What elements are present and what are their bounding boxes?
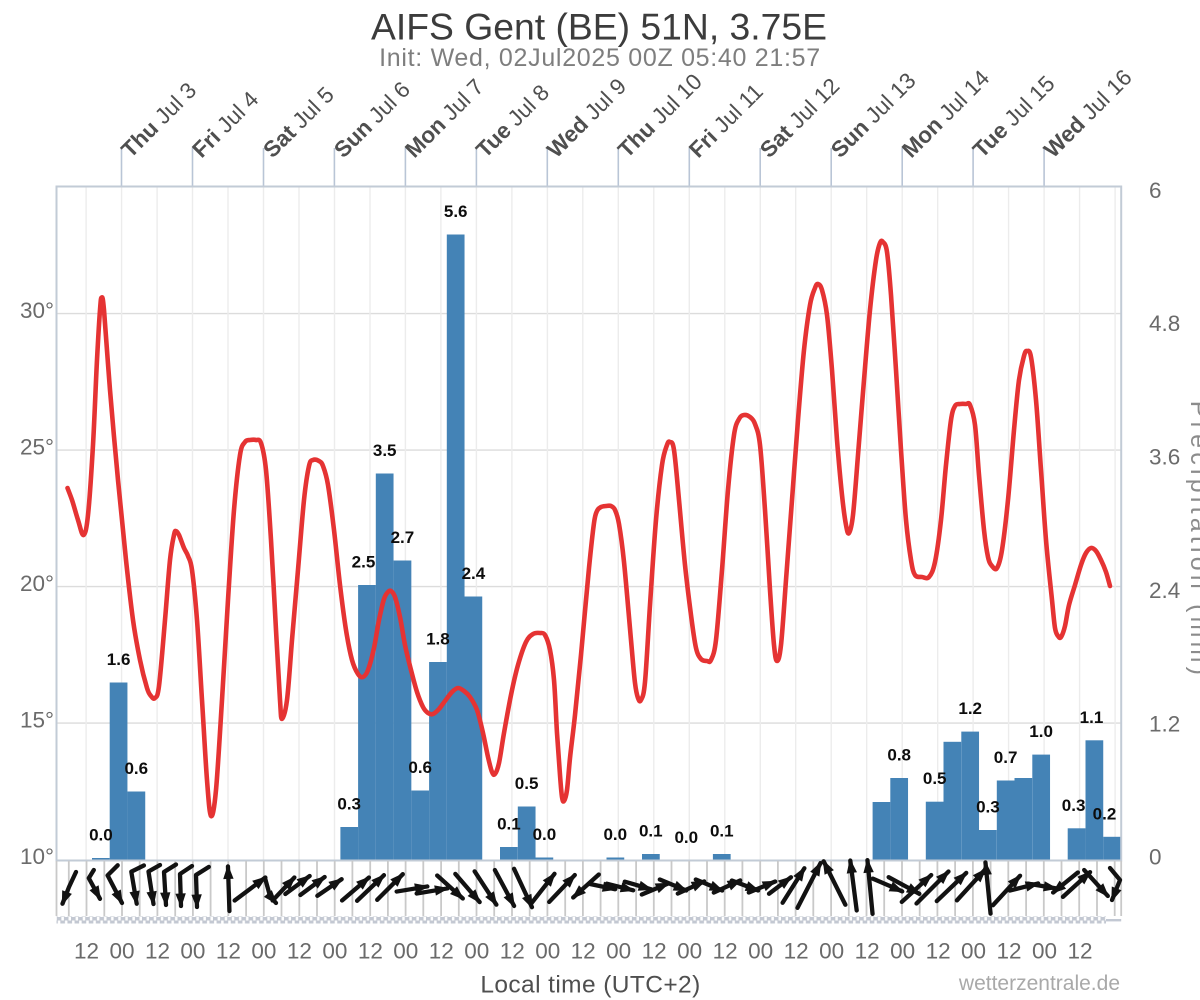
svg-text:Sat Jul 5: Sat Jul 5 — [258, 82, 338, 162]
svg-text:00: 00 — [180, 939, 205, 964]
svg-text:30°: 30° — [20, 298, 54, 323]
svg-text:25°: 25° — [20, 435, 54, 460]
svg-text:3.6: 3.6 — [1149, 445, 1180, 470]
svg-text:2.5: 2.5 — [352, 553, 376, 572]
svg-text:12: 12 — [1067, 939, 1092, 964]
svg-text:12: 12 — [713, 939, 738, 964]
svg-text:0.5: 0.5 — [515, 774, 539, 793]
svg-text:00: 00 — [748, 939, 773, 964]
svg-text:10°: 10° — [20, 844, 54, 869]
svg-text:0.0: 0.0 — [674, 828, 698, 847]
svg-text:12: 12 — [784, 939, 809, 964]
svg-text:0.1: 0.1 — [497, 815, 521, 834]
svg-text:00: 00 — [606, 939, 631, 964]
svg-text:Init: Wed, 02Jul2025 00Z 05:40: Init: Wed, 02Jul2025 00Z 05:40 21:57 — [379, 44, 821, 72]
svg-text:0.5: 0.5 — [923, 769, 947, 788]
svg-text:12: 12 — [145, 939, 170, 964]
svg-text:12: 12 — [74, 939, 99, 964]
svg-text:1.0: 1.0 — [1029, 722, 1053, 741]
svg-text:0.0: 0.0 — [533, 825, 557, 844]
svg-text:0.7: 0.7 — [994, 748, 1018, 767]
svg-text:Thu Jul 3: Thu Jul 3 — [116, 78, 201, 163]
svg-text:00: 00 — [393, 939, 418, 964]
svg-text:0.3: 0.3 — [337, 795, 361, 814]
svg-text:Local time (UTC+2): Local time (UTC+2) — [480, 972, 700, 999]
svg-text:12: 12 — [216, 939, 241, 964]
svg-text:0: 0 — [1149, 845, 1162, 870]
svg-text:1.8: 1.8 — [426, 630, 450, 649]
svg-text:1.1: 1.1 — [1080, 708, 1104, 727]
svg-text:12: 12 — [855, 939, 880, 964]
svg-text:00: 00 — [322, 939, 347, 964]
svg-text:12: 12 — [571, 939, 596, 964]
svg-text:0.6: 0.6 — [408, 758, 432, 777]
svg-text:00: 00 — [464, 939, 489, 964]
svg-text:00: 00 — [251, 939, 276, 964]
svg-text:0.1: 0.1 — [710, 822, 734, 841]
svg-text:00: 00 — [109, 939, 134, 964]
svg-text:4.8: 4.8 — [1149, 311, 1180, 336]
svg-text:00: 00 — [677, 939, 702, 964]
svg-text:6: 6 — [1149, 178, 1162, 203]
svg-text:00: 00 — [890, 939, 915, 964]
svg-text:0.8: 0.8 — [887, 746, 911, 765]
svg-text:0.6: 0.6 — [124, 759, 148, 778]
svg-text:12: 12 — [358, 939, 383, 964]
svg-text:00: 00 — [1032, 939, 1057, 964]
svg-text:Sun Jul 6: Sun Jul 6 — [329, 77, 415, 163]
svg-text:12: 12 — [287, 939, 312, 964]
svg-text:0.0: 0.0 — [603, 825, 627, 844]
svg-text:0.1: 0.1 — [639, 822, 663, 841]
svg-text:12: 12 — [500, 939, 525, 964]
svg-text:AIFS Gent (BE) 51N, 3.75E: AIFS Gent (BE) 51N, 3.75E — [371, 6, 827, 48]
svg-text:12: 12 — [642, 939, 667, 964]
svg-text:0.3: 0.3 — [1062, 796, 1086, 815]
svg-text:12: 12 — [926, 939, 951, 964]
svg-text:00: 00 — [819, 939, 844, 964]
svg-text:2.7: 2.7 — [391, 528, 415, 547]
svg-text:20°: 20° — [20, 571, 54, 596]
svg-text:2.4: 2.4 — [1149, 578, 1180, 603]
svg-text:2.4: 2.4 — [462, 564, 486, 583]
svg-text:00: 00 — [961, 939, 986, 964]
svg-text:15°: 15° — [20, 708, 54, 733]
svg-text:5.6: 5.6 — [444, 202, 468, 221]
svg-text:00: 00 — [535, 939, 560, 964]
svg-text:12: 12 — [996, 939, 1021, 964]
svg-text:12: 12 — [429, 939, 454, 964]
svg-text:Precipitation (mm): Precipitation (mm) — [1185, 401, 1200, 679]
svg-text:1.2: 1.2 — [1149, 712, 1180, 737]
svg-text:1.2: 1.2 — [958, 699, 982, 718]
svg-text:1.6: 1.6 — [107, 650, 131, 669]
svg-text:Wed Jul 16: Wed Jul 16 — [1039, 65, 1137, 163]
svg-text:0.0: 0.0 — [89, 826, 113, 845]
svg-text:3.5: 3.5 — [373, 441, 397, 460]
svg-text:0.2: 0.2 — [1093, 804, 1117, 823]
svg-text:0.3: 0.3 — [976, 798, 1000, 817]
svg-text:wetterzentrale.de: wetterzentrale.de — [958, 972, 1120, 995]
